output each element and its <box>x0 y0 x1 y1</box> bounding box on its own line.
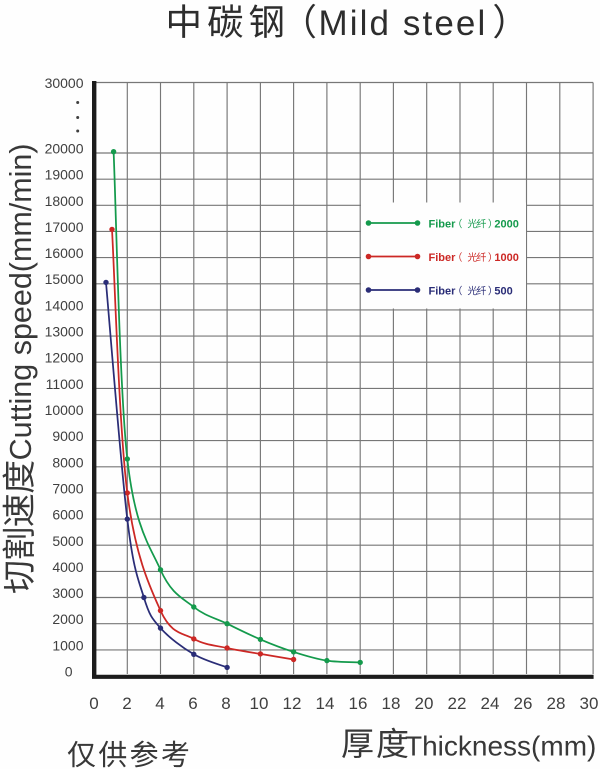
svg-text:30000: 30000 <box>45 75 84 91</box>
svg-text:10: 10 <box>250 694 269 713</box>
svg-text:14: 14 <box>316 694 335 713</box>
svg-text:19000: 19000 <box>45 167 84 183</box>
svg-text:8: 8 <box>221 694 230 713</box>
svg-text:12000: 12000 <box>45 350 84 366</box>
svg-text:22: 22 <box>448 694 467 713</box>
svg-text:500: 500 <box>494 285 512 297</box>
svg-text:8000: 8000 <box>52 454 83 470</box>
svg-text:11000: 11000 <box>46 376 84 392</box>
svg-text:2000: 2000 <box>52 611 83 627</box>
svg-text:3000: 3000 <box>52 585 83 601</box>
svg-text:Fiber: Fiber <box>429 285 457 297</box>
svg-text:16000: 16000 <box>45 245 84 261</box>
svg-text:0: 0 <box>89 694 98 713</box>
svg-text:15000: 15000 <box>45 271 84 287</box>
svg-text:1000: 1000 <box>52 637 83 653</box>
svg-text:Cutting speed(mm/min): Cutting speed(mm/min) <box>4 143 38 460</box>
svg-text:5000: 5000 <box>52 533 83 549</box>
svg-text:7000: 7000 <box>52 480 83 496</box>
svg-text:9000: 9000 <box>52 428 83 444</box>
svg-text:6000: 6000 <box>52 507 83 523</box>
svg-text:10000: 10000 <box>45 402 84 418</box>
svg-text:17000: 17000 <box>45 219 84 235</box>
svg-text:Fiber: Fiber <box>429 252 457 264</box>
svg-text:Thickness(mm): Thickness(mm) <box>405 731 596 762</box>
svg-text:16: 16 <box>349 694 368 713</box>
svg-text:4000: 4000 <box>52 559 83 575</box>
svg-text:18: 18 <box>382 694 401 713</box>
svg-text:24: 24 <box>481 694 500 713</box>
svg-text:18000: 18000 <box>45 193 84 209</box>
svg-text:14000: 14000 <box>45 297 84 313</box>
svg-text:12: 12 <box>283 694 302 713</box>
svg-text:13000: 13000 <box>45 324 84 340</box>
svg-text:26: 26 <box>514 694 533 713</box>
svg-text:4: 4 <box>155 694 164 713</box>
svg-text:2000: 2000 <box>494 218 518 230</box>
svg-text:0: 0 <box>65 664 73 680</box>
svg-text:6: 6 <box>188 694 197 713</box>
svg-text:2: 2 <box>122 694 131 713</box>
svg-text:28: 28 <box>547 694 566 713</box>
svg-text:Mild steel: Mild steel <box>319 4 488 43</box>
svg-text:20: 20 <box>415 694 434 713</box>
svg-text:1000: 1000 <box>494 252 518 264</box>
svg-text:20000: 20000 <box>45 141 84 157</box>
svg-text:30: 30 <box>580 694 599 713</box>
svg-text:Fiber: Fiber <box>429 218 457 230</box>
